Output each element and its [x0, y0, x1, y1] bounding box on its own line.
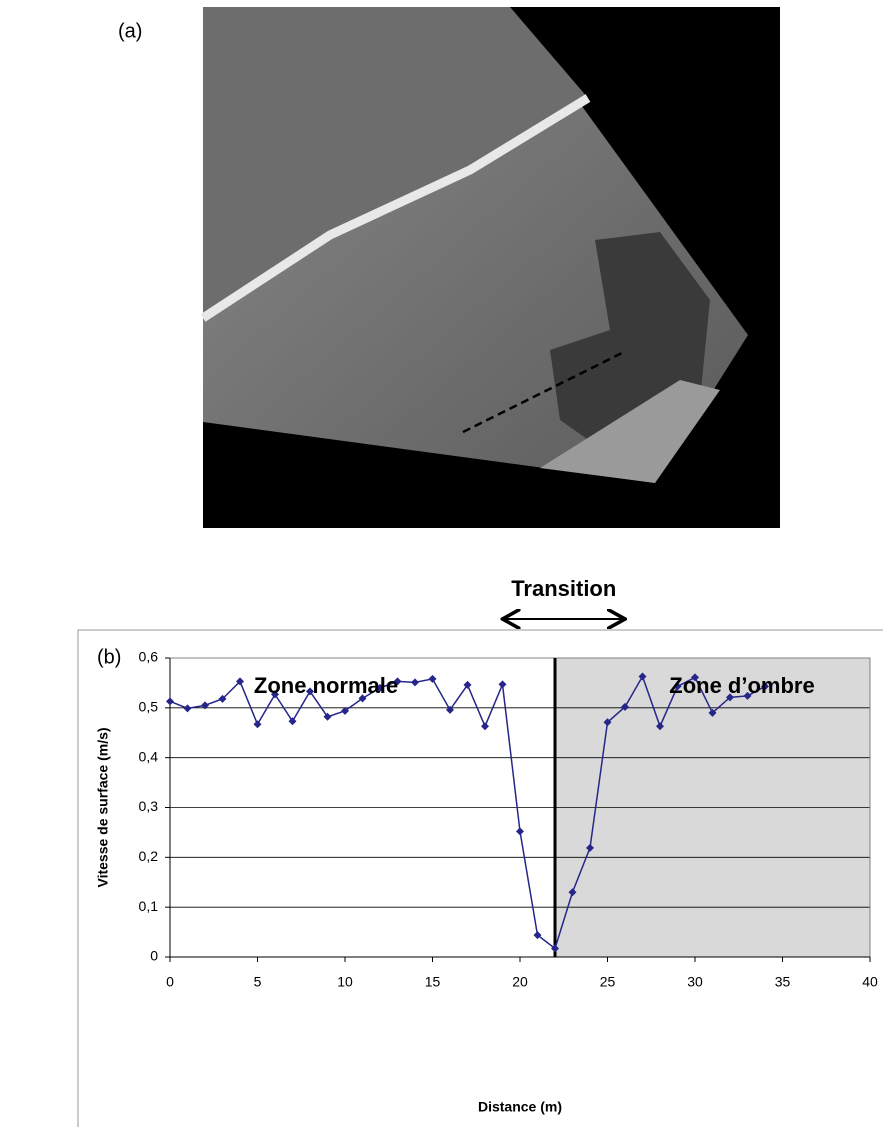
data-point — [708, 708, 717, 717]
x-tick-label: 25 — [600, 974, 616, 990]
data-point — [533, 931, 542, 940]
y-tick-label: 0,6 — [139, 649, 159, 665]
data-point — [358, 694, 367, 703]
data-point — [446, 705, 454, 714]
x-tick-label: 5 — [254, 974, 262, 990]
data-point — [166, 697, 174, 706]
x-tick-label: 15 — [425, 974, 441, 990]
data-point — [253, 720, 262, 729]
plot: 0 0,1 0,2 0,3 0,4 0,5 0,6 0 5 10 15 20 25 30 35 40 Zone … — [95, 576, 878, 1115]
data-point — [376, 683, 384, 692]
data-point — [481, 722, 489, 731]
data-point — [341, 706, 349, 715]
data-point — [673, 682, 682, 691]
data-point — [691, 673, 699, 682]
data-point — [463, 680, 472, 689]
data-point — [218, 694, 227, 703]
data-point — [393, 677, 402, 686]
zone-label: Zone normale — [254, 673, 398, 698]
data-point — [411, 678, 419, 687]
y-tick-label: 0,5 — [139, 699, 159, 715]
y-tick-label: 0,3 — [139, 798, 159, 814]
data-point — [638, 672, 647, 681]
y-tick-label: 0,4 — [139, 748, 159, 764]
photo — [200, 7, 780, 528]
x-tick-label: 30 — [687, 974, 703, 990]
data-point — [743, 691, 752, 700]
data-point — [551, 944, 559, 953]
data-point — [656, 722, 664, 731]
data-point — [568, 888, 577, 897]
panel-label: (a) — [118, 20, 142, 42]
data-point — [603, 718, 612, 727]
data-point — [201, 701, 209, 710]
x-tick-label: 35 — [775, 974, 791, 990]
transition-label: Transition — [511, 576, 616, 601]
data-point — [726, 693, 734, 702]
data-point — [271, 690, 279, 699]
data-point — [761, 682, 769, 691]
data-point — [236, 677, 244, 686]
data-point — [516, 827, 524, 836]
y-tick-label: 0 — [150, 948, 158, 964]
data-point — [183, 704, 192, 713]
zone-label: Zone d’ombre — [669, 673, 814, 698]
panel-label: (b) — [97, 646, 121, 668]
y-tick-label: 0,2 — [139, 848, 159, 864]
y-tick-label: 0,1 — [139, 898, 159, 914]
data-point — [306, 687, 314, 696]
data-point — [586, 843, 594, 852]
chart-border — [77, 629, 883, 1127]
data-point — [323, 712, 332, 721]
data-point — [428, 674, 437, 683]
data-point — [621, 702, 629, 711]
data-point — [498, 680, 507, 689]
x-tick-label: 0 — [166, 974, 174, 990]
x-tick-label: 20 — [512, 974, 528, 990]
y-axis-title: Vitesse de surface (m/s) — [95, 727, 111, 887]
data-point — [288, 717, 297, 726]
x-tick-label: 10 — [337, 974, 353, 990]
x-tick-label: 40 — [862, 974, 878, 990]
x-axis-title: Distance (m) — [478, 1099, 562, 1115]
